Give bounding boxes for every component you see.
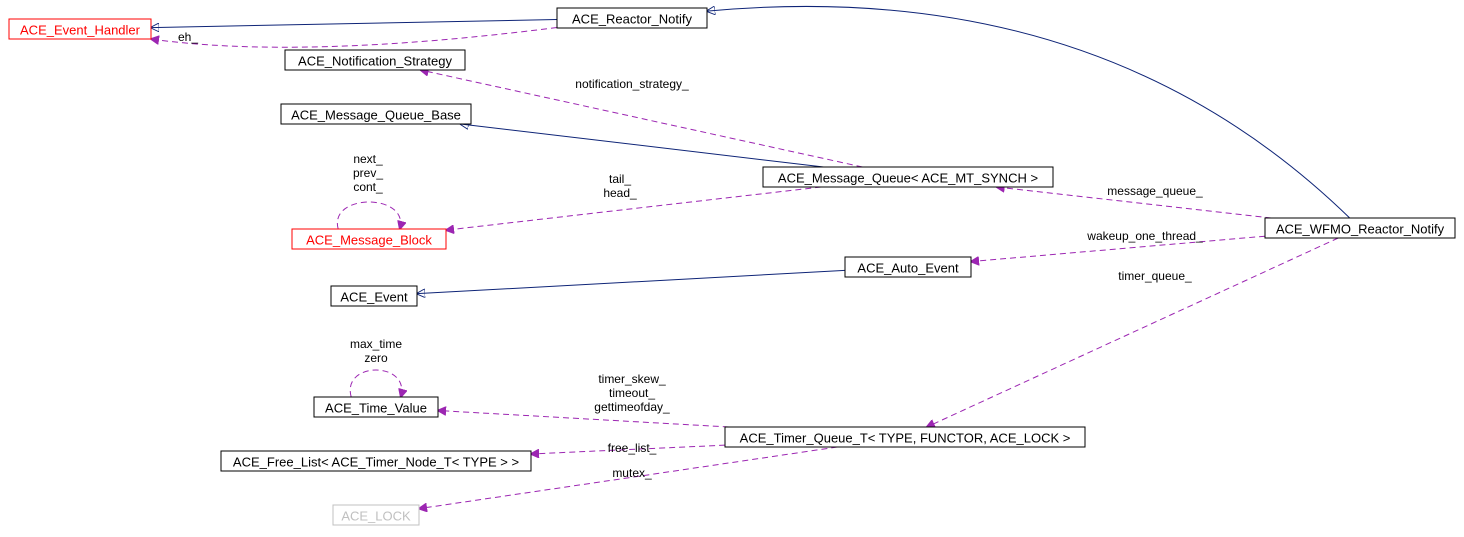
class-node-label: ACE_Message_Queue_Base	[291, 108, 461, 123]
self-edge	[337, 202, 400, 229]
edge-label: next_	[353, 152, 383, 166]
inherit-edge	[151, 19, 557, 27]
edge-label: gettimeofday_	[594, 400, 670, 414]
edge-label: cont_	[353, 180, 383, 194]
edge-label: zero	[364, 351, 388, 365]
edge-label: notification_strategy_	[575, 77, 689, 91]
class-node-label: ACE_Auto_Event	[857, 261, 959, 276]
class-node-label: ACE_Event_Handler	[20, 23, 141, 38]
member-edge	[151, 27, 557, 47]
edge-label: timer_queue_	[1118, 269, 1192, 283]
class-node-label: ACE_Free_List< ACE_Timer_Node_T< TYPE > …	[233, 455, 519, 470]
member-edge	[927, 238, 1338, 427]
edge-label: max_time	[350, 337, 402, 351]
class-node-label: ACE_Time_Value	[325, 401, 427, 416]
edge-label: message_queue_	[1107, 184, 1203, 198]
class-node-label: ACE_Notification_Strategy	[298, 54, 452, 69]
edge-label: timeout_	[609, 386, 655, 400]
edge-label: mutex_	[612, 466, 652, 480]
edge-label: wakeup_one_thread_	[1086, 229, 1203, 243]
collaboration-diagram: ACE_WFMO_Reactor_Notify ACE_Reactor_Notif…	[0, 0, 1464, 537]
class-node-label: ACE_Timer_Queue_T< TYPE, FUNCTOR, ACE_LO…	[740, 431, 1071, 446]
edge-label: tail_	[609, 172, 631, 186]
class-node-label: ACE_Message_Block	[306, 233, 432, 248]
edge-label: head_	[603, 186, 637, 200]
edge-label: prev_	[353, 166, 383, 180]
member-edge	[438, 411, 729, 427]
class-node-label: ACE_Reactor_Notify	[572, 12, 692, 27]
class-node-label: ACE_Event	[340, 290, 408, 305]
edge-label: free_list_	[608, 441, 657, 455]
edge-label: eh_	[178, 30, 198, 44]
self-edge	[350, 370, 402, 397]
class-node-label: ACE_WFMO_Reactor_Notify	[1276, 222, 1445, 237]
class-node-label: ACE_Message_Queue< ACE_MT_SYNCH >	[778, 171, 1038, 186]
inherit-edge	[460, 124, 823, 167]
edge-label: timer_skew_	[598, 372, 666, 386]
class-node-label: ACE_LOCK	[341, 509, 411, 524]
inherit-edge	[417, 270, 845, 293]
